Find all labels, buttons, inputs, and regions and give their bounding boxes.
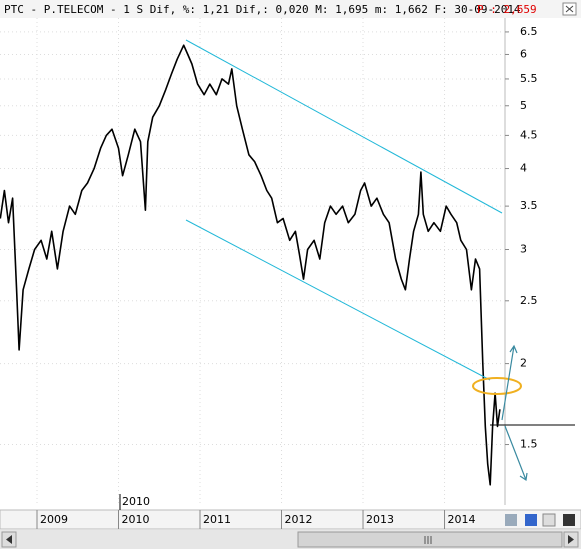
price-text: P : 2,659: [477, 3, 537, 16]
scroll-right-icon: [568, 535, 574, 544]
arrow-up: [501, 344, 518, 421]
x-tick-label: 2011: [203, 513, 231, 526]
toolbar: [500, 512, 578, 528]
y-tick-label: 2: [520, 357, 527, 370]
y-tick-label: 5.5: [520, 72, 538, 85]
y-tick-label: 2.5: [520, 294, 538, 307]
cursor-label: 2010: [122, 495, 150, 508]
close-icon: [565, 5, 574, 13]
y-tick-label: 6: [520, 47, 527, 60]
channel-upper: [185, 39, 503, 214]
scroll-left-icon: [6, 535, 12, 544]
price-line: [0, 44, 501, 486]
y-tick-label: 1.5: [520, 438, 538, 451]
save-button[interactable]: [525, 514, 537, 526]
pin-button[interactable]: [542, 513, 556, 527]
y-tick-label: 6.5: [520, 25, 538, 38]
y-tick-label: 4: [520, 162, 527, 175]
highlight-ellipse: [472, 377, 522, 395]
x-tick-label: 2009: [40, 513, 68, 526]
channel-lower: [185, 219, 491, 381]
header-bar: [0, 0, 581, 18]
header-text: PTC - P.TELECOM - 1 S Dif, %: 1,21 Dif,:…: [4, 3, 521, 16]
x-tick-label: 2014: [448, 513, 476, 526]
y-tick-label: 3: [520, 243, 527, 256]
x-axis-strip: [0, 509, 581, 530]
arrow-down: [504, 425, 528, 482]
y-tick-label: 3.5: [520, 199, 538, 212]
scroll-thumb[interactable]: [297, 531, 563, 548]
x-tick-label: 2013: [366, 513, 394, 526]
window-button[interactable]: [563, 514, 575, 526]
x-tick-label: 2012: [285, 513, 313, 526]
tool-button[interactable]: [505, 514, 517, 526]
x-tick-label: 2010: [122, 513, 150, 526]
scroll-grip: [424, 536, 432, 544]
y-tick-label: 4.5: [520, 128, 538, 141]
y-tick-label: 5: [520, 99, 527, 112]
